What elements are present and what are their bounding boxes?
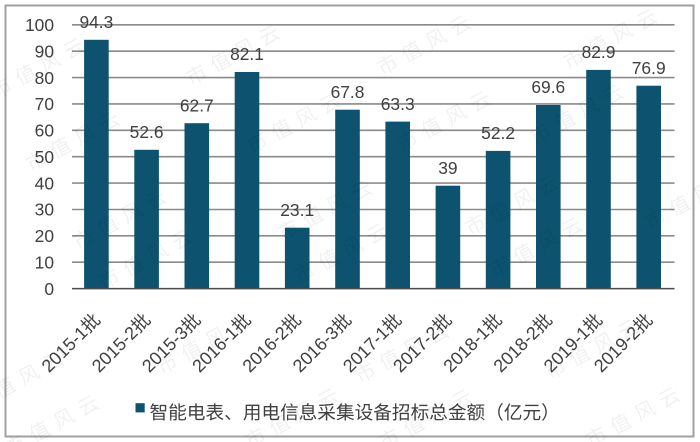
svg-text:62.7: 62.7 [180,95,214,115]
svg-text:82.1: 82.1 [230,44,264,64]
svg-text:52.2: 52.2 [481,123,515,143]
svg-text:10: 10 [35,252,54,272]
svg-text:20: 20 [35,226,54,246]
svg-text:69.6: 69.6 [531,77,565,97]
svg-text:39: 39 [438,158,457,178]
svg-text:23.1: 23.1 [280,200,314,220]
svg-text:90: 90 [35,41,54,61]
svg-text:82.9: 82.9 [582,42,616,62]
svg-text:0: 0 [44,279,54,299]
svg-text:80: 80 [35,68,54,88]
svg-text:76.9: 76.9 [632,58,666,78]
svg-text:60: 60 [35,121,54,141]
svg-text:63.3: 63.3 [381,94,415,114]
svg-text:40: 40 [35,173,54,193]
svg-text:70: 70 [35,94,54,114]
svg-text:52.6: 52.6 [130,122,164,142]
svg-text:100: 100 [25,15,54,35]
svg-text:30: 30 [35,200,54,220]
svg-text:67.8: 67.8 [331,82,365,102]
svg-text:94.3: 94.3 [79,12,113,32]
